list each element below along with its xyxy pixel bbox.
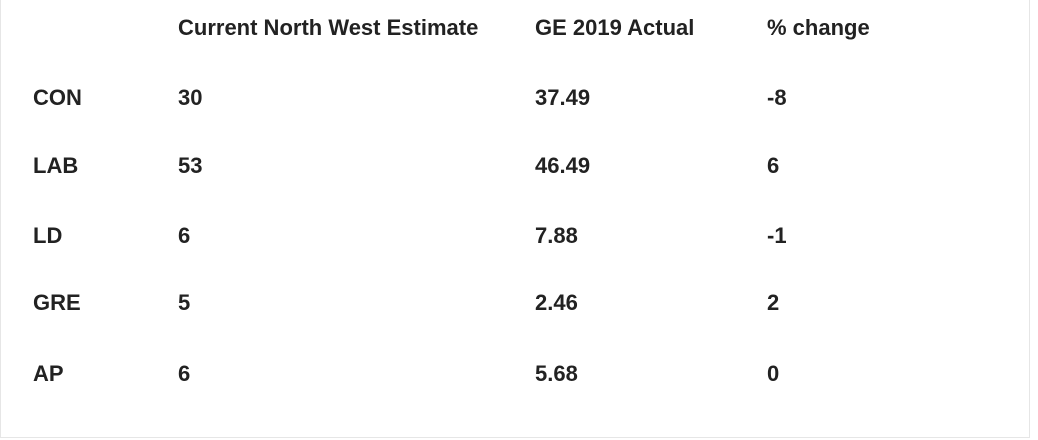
table-cell: -1 xyxy=(767,223,787,248)
table-cell: -8 xyxy=(767,85,787,110)
table-cell: 46.49 xyxy=(535,153,591,178)
table-cell: 2 xyxy=(767,290,780,315)
column-header: % change xyxy=(767,15,870,40)
table-cell: 53 xyxy=(178,153,203,178)
row-label: AP xyxy=(33,361,64,386)
table-cell: 0 xyxy=(767,361,780,386)
row-label: LAB xyxy=(33,153,79,178)
table-cell: 6 xyxy=(767,153,780,178)
row-label: GRE xyxy=(33,290,81,315)
table-cell: 6 xyxy=(178,223,191,248)
column-header: Current North West Estimate xyxy=(178,15,479,40)
column-header: GE 2019 Actual xyxy=(535,15,695,40)
table-cell: 37.49 xyxy=(535,85,591,110)
row-label: CON xyxy=(33,85,82,110)
table-cell: 6 xyxy=(178,361,191,386)
table-cell: 5.68 xyxy=(535,361,578,386)
table-cell: 5 xyxy=(178,290,191,315)
table-cell: 30 xyxy=(178,85,203,110)
row-label: LD xyxy=(33,223,63,248)
table-cell: 7.88 xyxy=(535,223,578,248)
table-cell: 2.46 xyxy=(535,290,578,315)
